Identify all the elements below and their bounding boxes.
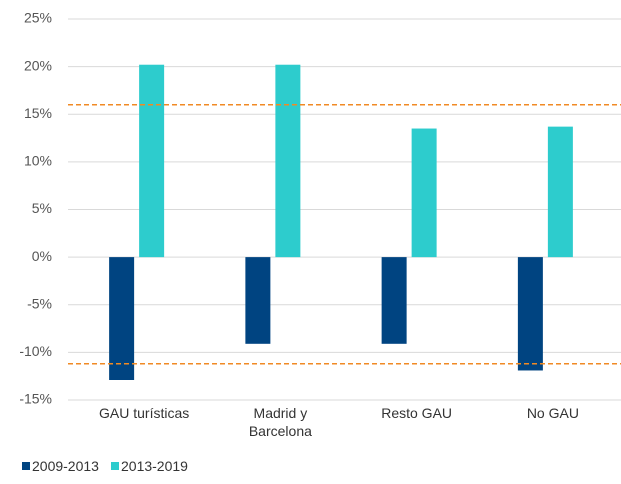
y-tick-label: 10% (24, 153, 52, 169)
legend-label: 2009-2013 (32, 458, 99, 474)
legend-swatch (111, 462, 119, 470)
y-tick-label: 25% (24, 10, 52, 26)
legend-item: 2009-2013 (22, 458, 99, 474)
y-tick-label: -5% (27, 295, 52, 311)
legend-swatch (22, 462, 30, 470)
bar (275, 64, 301, 258)
bar (547, 126, 573, 258)
bar (517, 257, 543, 371)
y-tick-label: 5% (32, 200, 52, 216)
y-tick-label: 0% (32, 248, 52, 264)
legend-label: 2013-2019 (121, 458, 188, 474)
legend-item: 2013-2019 (111, 458, 188, 474)
x-tick-label: Resto GAU (381, 405, 453, 421)
y-tick-label: 20% (24, 57, 52, 73)
y-tick-label: -15% (19, 391, 52, 407)
bar (109, 257, 135, 380)
bar (139, 64, 165, 258)
x-tick-label: GAU turísticas (99, 405, 190, 421)
bar (381, 257, 407, 344)
bar (245, 257, 271, 344)
y-tick-label: -10% (19, 343, 52, 359)
bar (411, 128, 437, 258)
x-tick-label: Madrid y Barcelona (248, 405, 312, 439)
y-tick-label: 15% (24, 105, 52, 121)
x-tick-label: No GAU (526, 405, 579, 421)
